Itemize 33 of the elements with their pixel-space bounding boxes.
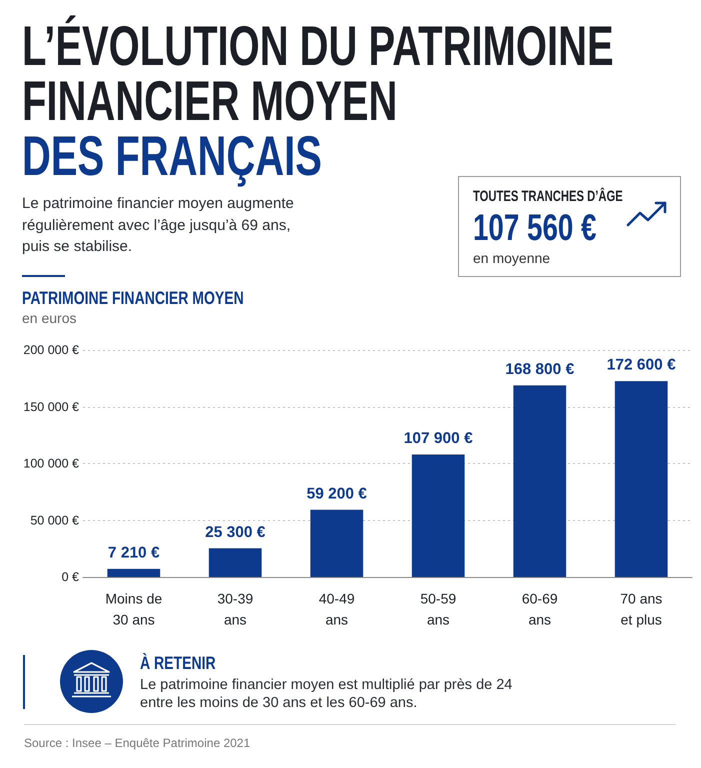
y-tick-label: 0 € [62,570,80,584]
source-note: Source : Insee – Enquête Patrimoine 2021 [24,736,250,750]
chart-subtitle: Le patrimoine financier moyen augmente régulièrement avec l’âge jusqu’à 69 ans, puis se stabilise. [22,194,295,257]
y-tick-label: 200 000 € [23,343,80,357]
text: en moyenne [473,250,550,266]
x-tick-label: 70 ans et plus [620,590,662,628]
bar [310,510,364,577]
data-label: 107 900 € [404,430,474,448]
bar [513,385,566,577]
text: Le patrimoine financier moyen est multiplié par près de 24 entre les moins de 30 ans et les 60-69 ans. [140,676,514,712]
y-axis-title: PATRIMOINE FINANCIER MOYEN [22,288,244,308]
x-tick-label: 40-49 ans [318,590,355,628]
data-label: 168 800 € [505,360,575,378]
text: en euros [22,310,76,326]
data-label: 59 200 € [306,485,368,502]
text: TOUTES TRANCHES D’ÂGE [473,188,623,206]
bar [208,548,262,577]
text: 107 560 € [473,207,596,248]
bar [412,454,465,577]
data-label: 7 210 € [108,544,160,562]
chart-title: L’ÉVOLUTION DU PATRIMOINE FINANCIER MOYEN DES FRANÇAIS [22,14,614,187]
y-tick-label: 150 000 € [23,400,80,414]
data-label: 172 600 € [606,356,676,374]
bar [614,381,668,577]
data-label: 25 300 € [205,524,266,541]
y-tick-label: 50 000 € [30,513,80,528]
x-tick-label: Moins de 30 ans [105,590,162,628]
x-tick-label: 50-59 ans [420,590,456,628]
x-tick-label: 30-39 ans [217,590,254,628]
y-tick-label: 100 000 € [23,456,80,470]
bar [107,568,160,577]
text: À RETENIR [140,653,216,673]
x-tick-label: 60-69 ans [522,590,558,628]
